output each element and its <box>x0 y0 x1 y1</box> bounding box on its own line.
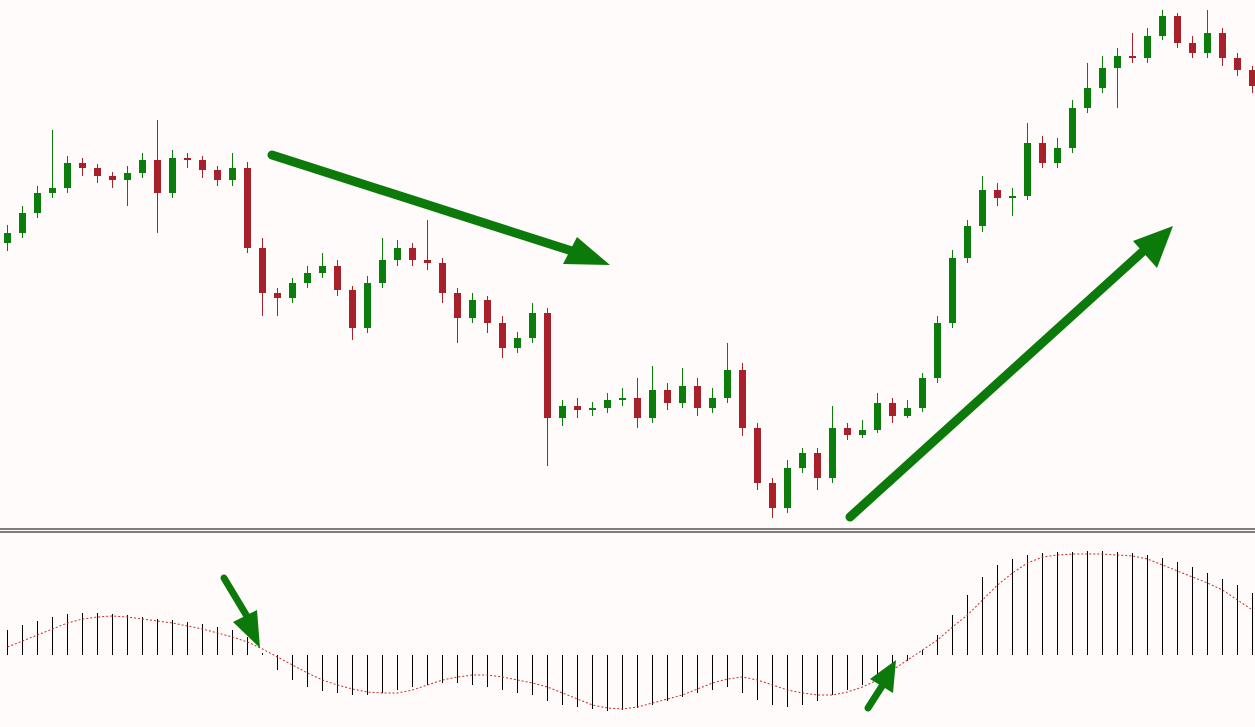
candle-body <box>529 313 536 338</box>
candle-body <box>649 390 656 418</box>
candle-body <box>904 408 911 416</box>
candle-body <box>1099 68 1106 88</box>
candle-body <box>484 300 491 323</box>
candle-body <box>709 398 716 408</box>
candle-body <box>109 176 116 180</box>
candle-body <box>499 323 506 348</box>
candle-body <box>154 160 161 193</box>
candle-body <box>34 193 41 213</box>
candle-body <box>49 188 56 193</box>
arrow <box>845 240 1155 522</box>
candle-body <box>919 378 926 408</box>
candle-body <box>964 226 971 258</box>
candle-body <box>1159 16 1166 36</box>
candle-body <box>1024 143 1031 196</box>
arrow <box>864 679 888 712</box>
candle-body <box>1249 70 1255 86</box>
candle-body <box>379 260 386 283</box>
candle-body <box>859 430 866 435</box>
candle-body <box>259 248 266 293</box>
candle-body <box>79 163 86 168</box>
candle-body <box>274 293 281 298</box>
arrow-head <box>233 610 260 648</box>
candle-body <box>889 403 896 416</box>
candle-body <box>634 398 641 418</box>
candle-body <box>1069 108 1076 148</box>
arrow-head <box>563 237 610 265</box>
candle-body <box>679 386 686 403</box>
candle-body <box>1174 16 1181 43</box>
arrow <box>220 574 252 622</box>
candle-body <box>364 283 371 328</box>
candle-body <box>544 313 551 418</box>
candle-body <box>949 258 956 323</box>
candle-body <box>589 408 596 410</box>
arrow-head <box>870 660 896 693</box>
candle-body <box>934 323 941 378</box>
candle-body <box>1219 33 1226 58</box>
candle-body <box>694 386 701 408</box>
candle-body <box>214 170 221 180</box>
candle-body <box>1084 88 1091 108</box>
candle-body <box>814 453 821 478</box>
candle-body <box>604 400 611 408</box>
candle-body <box>664 390 671 403</box>
candle-body <box>619 398 626 400</box>
candle-body <box>244 168 251 248</box>
candle-body <box>139 160 146 173</box>
candle-body <box>994 190 1001 198</box>
candle-body <box>304 273 311 283</box>
candle-body <box>94 168 101 176</box>
candle-body <box>739 370 746 428</box>
candle-body <box>4 233 11 243</box>
candle-body <box>1009 196 1016 198</box>
candle-body <box>574 406 581 410</box>
candle-body <box>439 263 446 293</box>
candle-body <box>1189 43 1196 53</box>
candle-body <box>349 290 356 328</box>
candle-body <box>469 300 476 318</box>
candle-body <box>64 163 71 188</box>
candle-body <box>124 173 131 180</box>
candle-body <box>1144 36 1151 58</box>
candle-body <box>454 293 461 318</box>
candle-body <box>874 403 881 430</box>
candle-body <box>229 168 236 180</box>
annotation-arrows <box>220 150 1173 712</box>
candle-body <box>319 266 326 273</box>
marks <box>4 10 1255 711</box>
candle-body <box>844 428 851 435</box>
candle-body <box>394 248 401 260</box>
candle-body <box>769 483 776 508</box>
candle-body <box>1114 56 1121 68</box>
candle-body <box>829 428 836 478</box>
candle-body <box>169 158 176 193</box>
candle-body <box>559 406 566 418</box>
candle-body <box>724 370 731 398</box>
candle-body <box>19 213 26 233</box>
candle-body <box>334 266 341 290</box>
candle-body <box>1039 143 1046 163</box>
candle-body <box>289 283 296 298</box>
arrow <box>267 150 580 257</box>
candle-body <box>184 158 191 160</box>
candle-body <box>754 428 761 483</box>
candle-body <box>514 338 521 348</box>
candle-body <box>784 468 791 508</box>
arrow-head <box>1133 226 1173 268</box>
candle-body <box>199 160 206 170</box>
candle-body <box>1129 56 1136 58</box>
signal-line <box>7 553 1253 710</box>
candle-body <box>1234 58 1241 70</box>
candle-body <box>979 190 986 226</box>
candle-body <box>799 453 806 468</box>
candle-body <box>1204 33 1211 53</box>
candle-body <box>424 260 431 263</box>
candle-body <box>409 248 416 260</box>
candle-body <box>1054 148 1061 163</box>
